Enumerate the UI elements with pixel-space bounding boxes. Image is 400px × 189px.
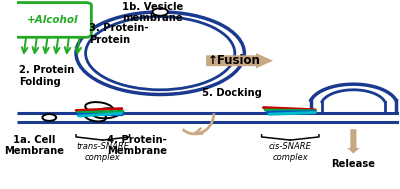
Circle shape	[42, 114, 56, 121]
Text: +Alcohol: +Alcohol	[26, 15, 78, 25]
FancyArrow shape	[206, 53, 273, 68]
Text: 1a. Cell
Membrane: 1a. Cell Membrane	[4, 135, 64, 156]
Text: 4. Protein-
Membrane: 4. Protein- Membrane	[107, 135, 167, 156]
FancyBboxPatch shape	[13, 3, 91, 37]
Text: cis-SNARE
complex: cis-SNARE complex	[269, 142, 312, 162]
Text: ↑Fusion: ↑Fusion	[208, 54, 260, 67]
Circle shape	[152, 8, 168, 16]
Text: Release: Release	[331, 159, 375, 169]
Text: 3. Protein-
Protein: 3. Protein- Protein	[90, 23, 149, 45]
Text: 2. Protein
Folding: 2. Protein Folding	[19, 65, 74, 87]
Text: 5. Docking: 5. Docking	[202, 88, 262, 98]
Text: 1b. Vesicle
membrane: 1b. Vesicle membrane	[122, 2, 183, 23]
Text: trans-SNARE
complex: trans-SNARE complex	[76, 142, 129, 162]
FancyArrow shape	[347, 129, 360, 154]
